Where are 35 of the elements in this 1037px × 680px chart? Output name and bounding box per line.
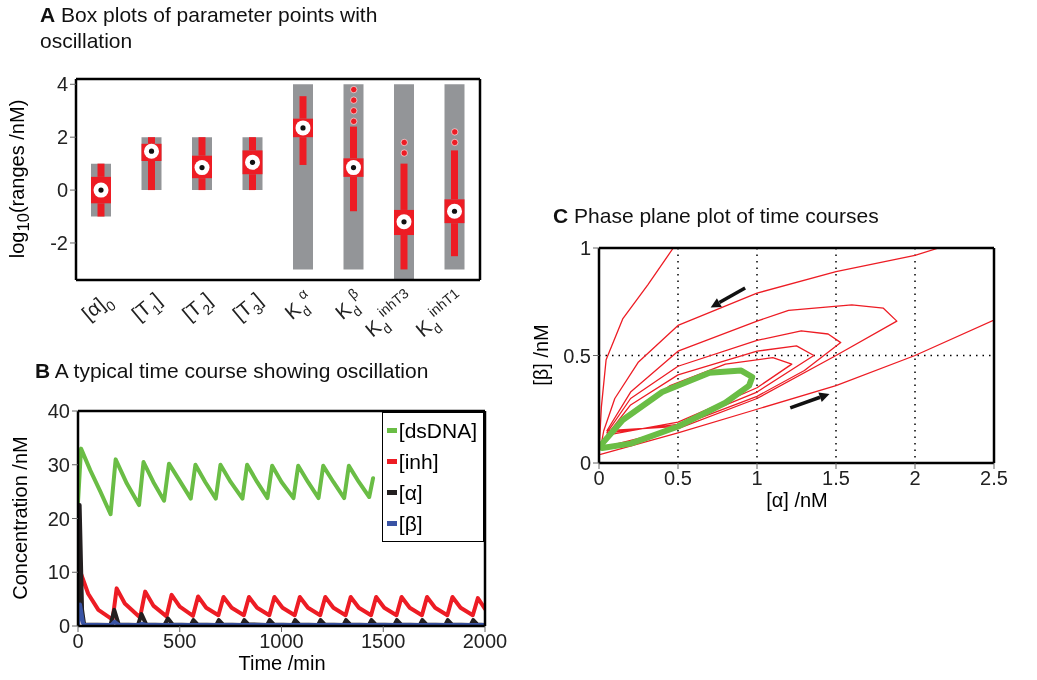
y-tick-label: 2 [56,126,68,149]
x-tick-label: 0.5 [664,467,692,490]
x-tick-label: 500 [163,630,197,653]
x-tick-label: 1 [751,467,763,490]
legend-label: [inh] [398,449,439,475]
y-tick-label: 4 [56,73,68,96]
x-tick-label: 0 [593,467,605,490]
y-tick-label: 0 [58,615,70,638]
chart-title: A Box plots of parameter points with oscillation [40,3,378,52]
y-tick-label: 0.5 [563,344,591,367]
x-axis-title: Time /min [238,652,326,675]
chart-title: B A typical time course showing oscillation [35,359,429,382]
x-tick-label: 0 [72,630,84,653]
legend-label: [β] [398,511,423,537]
y-tick-label: 0 [579,452,591,475]
x-tick-label: 1000 [259,630,304,653]
y-tick-label: 30 [47,453,70,476]
x-tick-label: 1500 [361,630,406,653]
y-axis-title: Concentration /nM [8,436,32,600]
line-series [78,446,376,517]
x-tick-label: 2 [909,467,921,490]
x-tick-label: 2.5 [980,467,1008,490]
x-tick-label: 2000 [462,630,508,653]
legend-label: [dsDNA] [398,418,477,444]
y-tick-label: 10 [47,561,70,584]
y-tick-label: 0 [56,179,68,202]
y-tick-label: 1 [579,237,591,260]
y-tick-label: 40 [47,400,70,423]
chart-title: C Phase plane plot of time courses [553,204,879,227]
x-axis-title: [α] /nM [766,489,828,512]
x-tick-label: 1.5 [822,467,850,490]
y-tick-label: -2 [50,232,68,255]
y-axis-title: [β] /nM [529,324,553,386]
legend-label: [α] [398,480,423,506]
y-tick-label: 20 [47,507,70,530]
